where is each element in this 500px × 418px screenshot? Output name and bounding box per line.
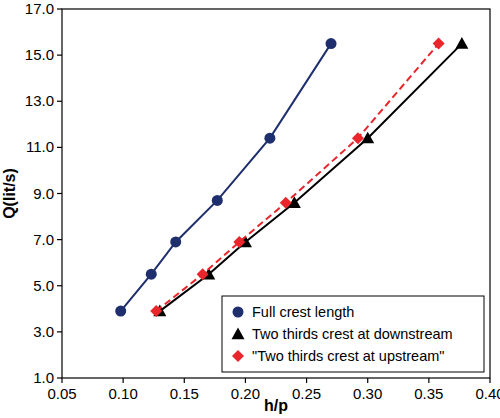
y-tick-label: 3.0 bbox=[33, 323, 54, 340]
x-tick-label: 0.40 bbox=[475, 385, 500, 402]
series-marker bbox=[264, 133, 275, 144]
y-tick bbox=[57, 239, 62, 240]
x-tick-label: 0.10 bbox=[109, 385, 138, 402]
series-marker bbox=[150, 305, 162, 317]
x-tick bbox=[123, 378, 124, 383]
y-tick bbox=[57, 147, 62, 148]
plot-frame bbox=[62, 9, 490, 378]
y-tick bbox=[57, 193, 62, 194]
series-marker bbox=[146, 269, 157, 280]
y-tick bbox=[57, 101, 62, 102]
series-marker bbox=[233, 236, 245, 248]
series-marker bbox=[352, 132, 364, 144]
x-tick-label: 0.25 bbox=[292, 385, 321, 402]
series-marker bbox=[280, 197, 292, 209]
y-tick bbox=[57, 377, 62, 378]
y-tick-label: 17.0 bbox=[25, 0, 54, 17]
y-tick-label: 5.0 bbox=[33, 277, 54, 294]
y-tick bbox=[57, 8, 62, 9]
series-marker bbox=[326, 38, 337, 49]
legend-label: Full crest length bbox=[252, 304, 354, 320]
series-line bbox=[160, 44, 462, 312]
legend-label: "Two thirds crest at upstream" bbox=[252, 348, 444, 364]
x-axis-label: h/p bbox=[264, 397, 288, 414]
series-marker bbox=[212, 195, 223, 206]
y-tick bbox=[57, 331, 62, 332]
x-tick-label: 0.05 bbox=[47, 385, 76, 402]
legend-box bbox=[222, 296, 484, 372]
x-tick-label: 0.20 bbox=[231, 385, 260, 402]
x-tick-label: 0.30 bbox=[353, 385, 382, 402]
chart: 0.05 0.10 0.15 0.20 0.25 0.30 0.35 0.40 1.0 3.0 5.… bbox=[0, 0, 500, 418]
y-tick-label: 15.0 bbox=[25, 46, 54, 63]
x-tick bbox=[489, 378, 490, 383]
legend-marker bbox=[232, 350, 244, 362]
series-line bbox=[156, 44, 438, 312]
y-tick bbox=[57, 55, 62, 56]
x-tick-label: 0.35 bbox=[414, 385, 443, 402]
x-tick bbox=[306, 378, 307, 383]
legend-marker bbox=[233, 307, 244, 318]
y-tick-label: 7.0 bbox=[33, 231, 54, 248]
series-marker bbox=[115, 306, 126, 317]
series-marker bbox=[170, 236, 181, 247]
series-marker bbox=[433, 38, 445, 50]
x-tick bbox=[184, 378, 185, 383]
series-marker bbox=[455, 37, 468, 49]
x-tick bbox=[245, 378, 246, 383]
x-tick bbox=[61, 378, 62, 383]
series-line bbox=[121, 44, 331, 312]
series-marker bbox=[197, 268, 209, 280]
y-tick-label: 13.0 bbox=[25, 92, 54, 109]
x-tick bbox=[428, 378, 429, 383]
plot-marks bbox=[115, 37, 468, 317]
legend: Full crest length Two thirds crest at dow… bbox=[222, 296, 484, 372]
y-axis-label: Q(lit/s) bbox=[1, 168, 18, 219]
legend-marker bbox=[232, 328, 245, 340]
y-tick-label: 1.0 bbox=[33, 369, 54, 386]
legend-label: Two thirds crest at downstream bbox=[252, 326, 453, 342]
y-tick-label: 9.0 bbox=[33, 185, 54, 202]
x-tick bbox=[367, 378, 368, 383]
y-tick bbox=[57, 285, 62, 286]
y-tick-label: 11.0 bbox=[26, 138, 54, 155]
x-tick-label: 0.15 bbox=[170, 385, 199, 402]
